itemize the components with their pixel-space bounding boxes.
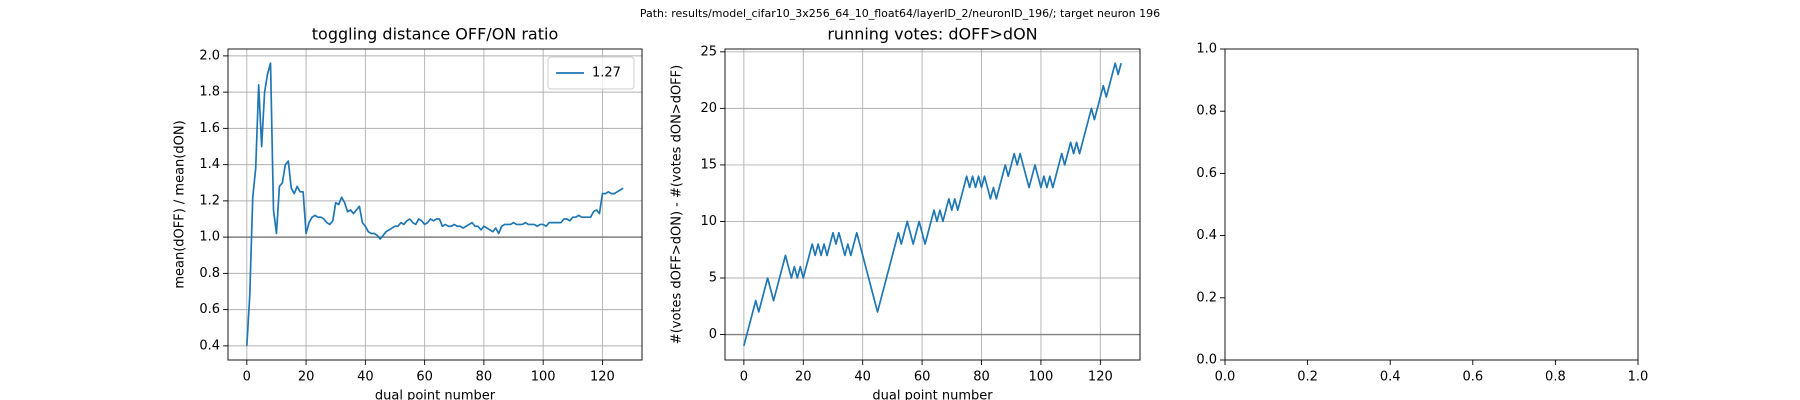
y-tick-label: 0.2: [1196, 290, 1217, 305]
y-tick-label: 15: [700, 157, 717, 172]
y-tick-label: 0.0: [1196, 353, 1217, 368]
axes-frame: [227, 48, 643, 361]
y-tick-label: 0.8: [1196, 104, 1217, 119]
x-tick-label: 1.0: [1628, 370, 1649, 385]
x-axis-label: dual point number: [872, 389, 993, 400]
x-tick-label: 80: [476, 370, 493, 385]
x-tick-label: 40: [854, 370, 871, 385]
x-tick-label: 80: [973, 370, 990, 385]
y-tick-label: 2.0: [199, 48, 220, 63]
x-tick-label: 0.2: [1297, 370, 1318, 385]
y-tick-label: 10: [700, 214, 717, 229]
y-tick-label: 0: [709, 327, 717, 342]
x-tick-label: 40: [357, 370, 374, 385]
x-tick-label: 120: [1088, 370, 1113, 385]
x-tick-label: 60: [914, 370, 931, 385]
x-tick-label: 0.6: [1462, 370, 1483, 385]
y-tick-label: 5: [709, 271, 717, 286]
x-tick-label: 60: [416, 370, 433, 385]
y-tick-label: 0.6: [199, 302, 220, 317]
y-tick-label: 1.8: [199, 85, 220, 100]
axes-frame: [724, 48, 1141, 361]
y-tick-label: 20: [700, 101, 717, 116]
y-tick-label: 1.4: [199, 157, 220, 172]
y-tick-label: 1.0: [199, 230, 220, 245]
y-tick-label: 0.4: [199, 338, 220, 353]
y-tick-label: 1.6: [199, 121, 220, 136]
y-tick-label: 0.8: [199, 266, 220, 281]
x-tick-label: 0: [243, 370, 251, 385]
x-tick-label: 0.8: [1545, 370, 1566, 385]
y-tick-label: 25: [700, 44, 717, 59]
data-line: [245, 62, 624, 346]
axes-frame: [1224, 48, 1639, 361]
subplot-title: toggling distance OFF/ON ratio: [312, 25, 558, 44]
data-line: [743, 62, 1122, 347]
x-tick-label: 20: [298, 370, 315, 385]
x-tick-label: 0.0: [1215, 370, 1236, 385]
figure-title: Path: results/model_cifar10_3x256_64_10_…: [640, 7, 1160, 20]
x-tick-label: 0.4: [1380, 370, 1401, 385]
y-tick-label: 1.0: [1196, 42, 1217, 57]
x-tick-label: 100: [1029, 370, 1054, 385]
y-tick-label: 0.6: [1196, 166, 1217, 181]
y-axis-label: #(votes dOFF>dON) - #(votes dON>dOFF): [670, 65, 685, 344]
subplot-title: running votes: dOFF>dON: [827, 25, 1037, 44]
y-tick-label: 1.2: [199, 193, 220, 208]
legend-label: 1.27: [592, 66, 621, 81]
y-tick-label: 0.4: [1196, 228, 1217, 243]
x-tick-label: 20: [795, 370, 812, 385]
x-tick-label: 120: [590, 370, 615, 385]
x-tick-label: 100: [531, 370, 556, 385]
legend-box: [547, 56, 635, 90]
x-axis-label: dual point number: [375, 389, 496, 400]
x-tick-label: 0: [740, 370, 748, 385]
y-axis-label: mean(dOFF) / mean(dON): [173, 120, 188, 288]
